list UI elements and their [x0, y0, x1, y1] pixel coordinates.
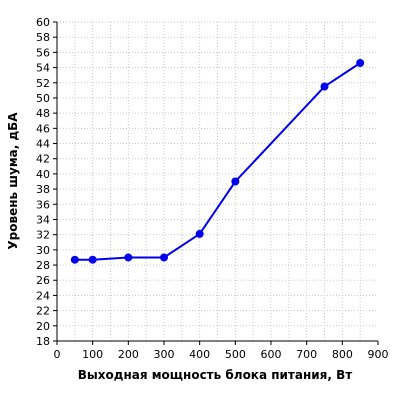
y-tick-label: 52 — [36, 77, 50, 90]
x-tick-label: 500 — [225, 348, 246, 361]
y-tick-label: 18 — [36, 335, 50, 348]
data-point — [88, 255, 97, 264]
y-tick-label: 26 — [36, 274, 50, 287]
data-point — [160, 253, 168, 262]
y-tick-label: 44 — [36, 138, 50, 151]
y-tick-label: 32 — [36, 229, 50, 242]
axes — [56, 22, 378, 342]
x-tick-label: 600 — [261, 348, 282, 361]
y-tick-label: 40 — [36, 168, 50, 181]
x-tick-label: 800 — [332, 348, 353, 361]
x-tick-label: 300 — [154, 348, 175, 361]
y-tick-label: 38 — [36, 183, 50, 196]
y-tick-label: 28 — [36, 259, 50, 272]
y-tick-label: 42 — [36, 153, 50, 166]
data-point — [124, 253, 133, 262]
y-tick-label: 54 — [36, 62, 50, 75]
y-tick-label: 46 — [36, 122, 50, 135]
data-point — [231, 177, 240, 186]
y-tick-label: 34 — [36, 213, 50, 226]
grid — [57, 21, 378, 341]
x-tick-label: 200 — [118, 348, 139, 361]
x-axis-label: Выходная мощность блока питания, Вт — [78, 368, 353, 382]
y-tick-label: 60 — [36, 16, 50, 29]
y-tick-label: 20 — [36, 320, 50, 333]
y-tick-label: 24 — [36, 289, 50, 302]
series-line — [74, 62, 361, 261]
y-tick-label: 56 — [36, 46, 50, 59]
series-plot — [70, 59, 365, 264]
y-tick-label: 22 — [36, 305, 50, 318]
data-point — [320, 82, 329, 91]
y-tick-label: 30 — [36, 244, 50, 257]
data-point — [356, 59, 365, 68]
y-tick-label: 58 — [36, 31, 50, 44]
y-tick-label: 36 — [36, 198, 50, 211]
x-axis-ticks: 0 100 200 300 400 500 600 700 800 900 — [54, 341, 389, 361]
y-tick-label: 50 — [36, 92, 50, 105]
y-axis-label: Уровень шума, дБА — [6, 112, 20, 250]
data-point — [70, 255, 79, 264]
data-point — [195, 229, 204, 238]
x-tick-label: 0 — [54, 348, 61, 361]
y-axis-ticks: 18 20 22 24 26 28 30 32 34 36 38 40 42 44 46 48 50 52 54 56… — [36, 16, 57, 348]
x-tick-label: 700 — [296, 348, 317, 361]
x-tick-label: 900 — [368, 348, 389, 361]
y-tick-label: 48 — [36, 107, 50, 120]
x-tick-label: 100 — [82, 348, 103, 361]
x-tick-label: 400 — [189, 348, 210, 361]
